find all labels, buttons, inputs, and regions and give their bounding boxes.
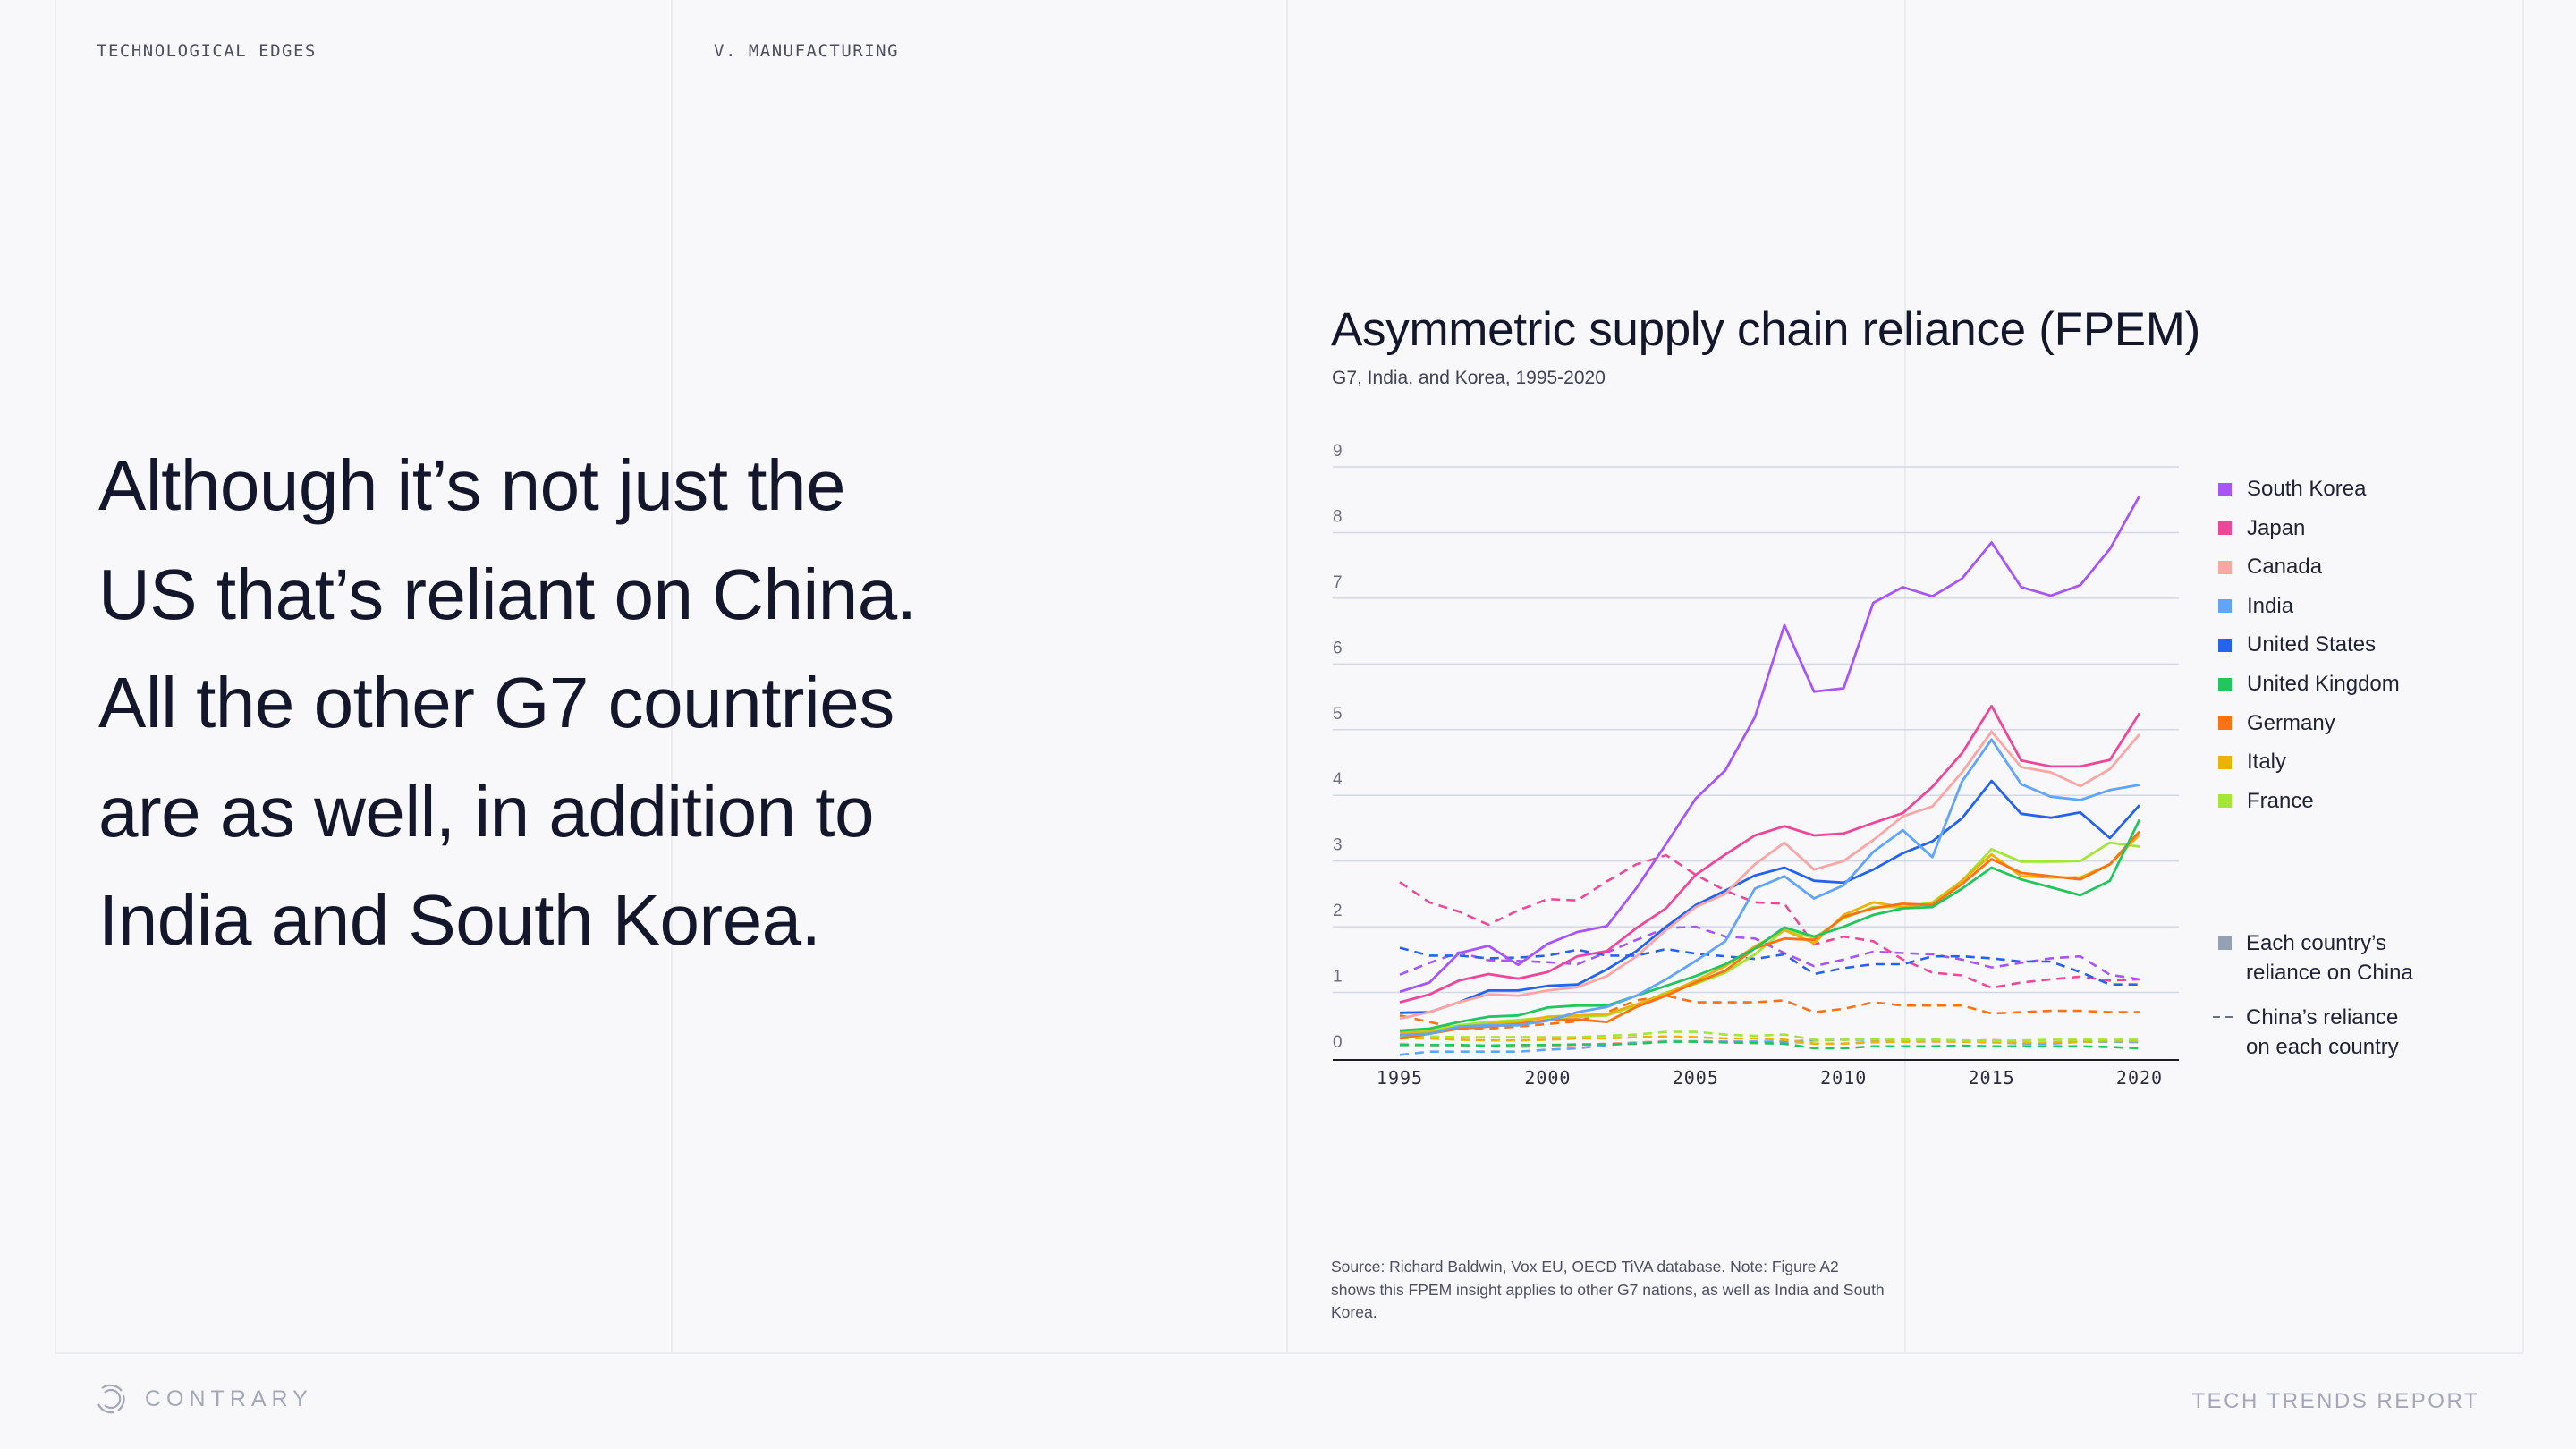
series-line-italy <box>1399 834 2140 1035</box>
legend-item: Germany <box>2218 708 2335 739</box>
legend-item: United States <box>2218 630 2376 660</box>
report-title: TECH TRENDS REPORT <box>2191 1389 2479 1413</box>
headline: Although it’s not just the US that’s rel… <box>98 431 1127 975</box>
series-line-india <box>1399 738 2140 1037</box>
china-reliance-line-south-korea <box>1399 925 2140 981</box>
y-tick-label: 3 <box>1333 836 1343 855</box>
series-line-japan <box>1399 704 2141 1004</box>
contrary-logo-icon <box>97 1384 125 1414</box>
legend-label: United States <box>2247 632 2377 657</box>
y-tick-label: 9 <box>1333 442 1343 461</box>
y-tick-label: 0 <box>1333 1033 1343 1052</box>
legend-swatch <box>2218 677 2232 691</box>
x-tick-label: 2005 <box>1673 1067 1719 1089</box>
footer-divider <box>55 1352 2523 1354</box>
headline-line: Although it’s not just the <box>98 445 845 525</box>
headline-line: All the other G7 countries <box>98 663 894 742</box>
legend-swatch <box>2218 716 2232 731</box>
legend-label: Japan <box>2247 515 2306 540</box>
legend-swatch <box>2218 521 2232 536</box>
legend-label: Germany <box>2247 710 2335 735</box>
x-tick-label: 1995 <box>1377 1067 1423 1089</box>
legend-label: China’s reliance on each country <box>2246 1005 2399 1059</box>
column-divider <box>55 0 56 1352</box>
legend-swatch <box>2218 638 2232 652</box>
legend-item: France <box>2218 786 2314 817</box>
brand-name: CONTRARY <box>145 1385 313 1411</box>
headline-line: US that’s reliant on China. <box>98 554 917 634</box>
brand-logo[interactable]: CONTRARY <box>95 1383 313 1415</box>
china-reliance-line-japan <box>1399 853 2140 989</box>
legend-item: United Kingdom <box>2218 669 2400 699</box>
legend-label: United Kingdom <box>2247 672 2400 696</box>
y-tick-label: 2 <box>1333 902 1343 920</box>
chart-subtitle: G7, India, and Korea, 1995-2020 <box>1332 368 1606 388</box>
chapter-label: V. MANUFACTURING <box>714 41 900 61</box>
legend-swatch <box>2218 936 2232 950</box>
legend-item: Italy <box>2218 747 2286 777</box>
china-reliance-line-united-states <box>1399 946 2140 986</box>
dashed-line-icon <box>2213 1016 2238 1018</box>
legend-item: South Korea <box>2218 474 2366 504</box>
legend-swatch <box>2218 599 2232 614</box>
chart-title: Asymmetric supply chain reliance (FPEM) <box>1331 303 2201 356</box>
legend-label: India <box>2247 593 2294 618</box>
headline-line: India and South Korea. <box>98 880 821 960</box>
china-reliance-line-united-kingdom <box>1400 1040 2140 1050</box>
series-line-canada <box>1399 730 2141 1021</box>
y-tick-label: 8 <box>1333 507 1343 526</box>
x-tick-label: 2020 <box>2116 1067 2163 1089</box>
y-tick-label: 4 <box>1333 770 1343 789</box>
legend-swatch <box>2218 560 2232 574</box>
column-divider <box>1904 0 1906 1352</box>
y-tick-label: 5 <box>1333 705 1343 724</box>
legend-label: Italy <box>2247 750 2287 775</box>
china-reliance-line-france <box>1400 1030 2140 1043</box>
x-tick-label: 2010 <box>1820 1067 1867 1089</box>
china-reliance-line-germany <box>1399 994 2140 1030</box>
legend-label: France <box>2247 788 2314 813</box>
legend-swatch <box>2218 755 2232 769</box>
series-line-united-states <box>1399 779 2141 1014</box>
legend-item: Japan <box>2218 513 2305 544</box>
y-tick-label: 6 <box>1333 639 1343 657</box>
column-divider <box>671 0 673 1352</box>
legend-swatch <box>2218 482 2232 496</box>
legend-label: South Korea <box>2247 477 2367 501</box>
legend-label: Canada <box>2247 555 2323 580</box>
legend-swatch <box>2218 794 2232 809</box>
y-tick-label: 7 <box>1333 573 1343 592</box>
legend-label: Each country’s reliance on China <box>2246 931 2413 985</box>
legend-item: Canada <box>2218 552 2322 582</box>
chart-source-note: Source: Richard Baldwin, Vox EU, OECD Ti… <box>1331 1258 1885 1322</box>
legend-item: India <box>2218 591 2293 622</box>
series-line-south-korea <box>1399 495 2141 994</box>
china-reliance-line-italy <box>1400 1035 2140 1046</box>
y-tick-label: 1 <box>1333 968 1343 987</box>
column-divider <box>1286 0 1288 1352</box>
x-tick-label: 2015 <box>1969 1067 2015 1089</box>
x-tick-label: 2000 <box>1524 1067 1571 1089</box>
section-label: TECHNOLOGICAL EDGES <box>97 41 317 61</box>
series-line-united-kingdom <box>1399 818 2141 1032</box>
column-divider <box>2522 0 2524 1352</box>
headline-line: are as well, in addition to <box>98 771 875 852</box>
